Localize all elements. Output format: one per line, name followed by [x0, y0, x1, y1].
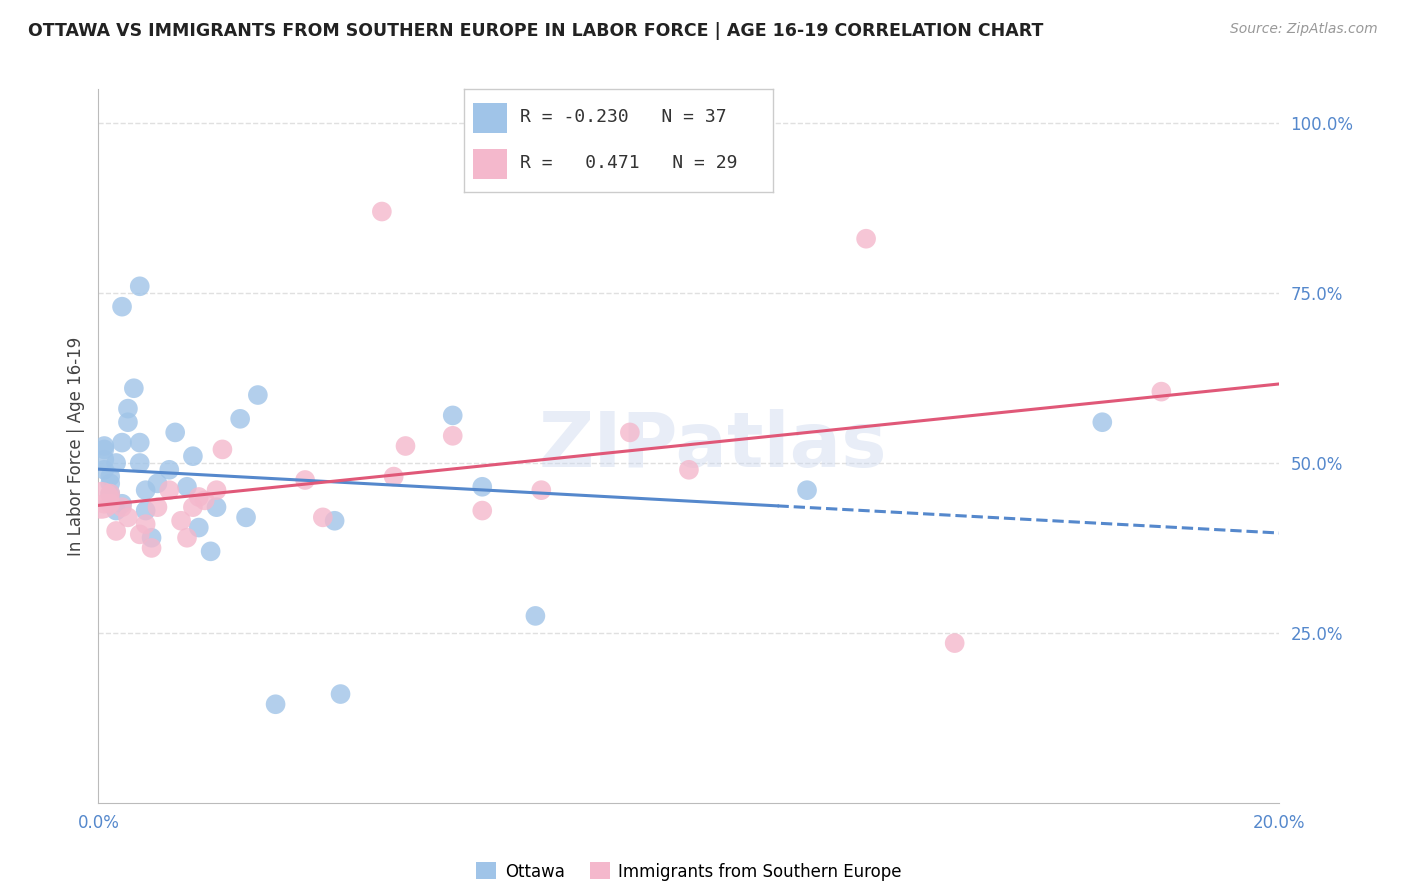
Point	[441, 429, 464, 443]
Point	[98, 486, 121, 500]
Point	[135, 483, 157, 498]
Text: R =   0.471   N = 29: R = 0.471 N = 29	[520, 154, 737, 172]
Point	[176, 480, 198, 494]
Point	[111, 500, 134, 515]
FancyBboxPatch shape	[474, 149, 508, 179]
Point	[471, 480, 494, 494]
Point	[176, 531, 198, 545]
Point	[98, 486, 121, 500]
Point	[441, 409, 464, 423]
Point	[619, 425, 641, 440]
Y-axis label: In Labor Force | Age 16-19: In Labor Force | Age 16-19	[66, 336, 84, 556]
Point	[200, 544, 222, 558]
FancyBboxPatch shape	[474, 103, 508, 133]
Point	[471, 503, 494, 517]
Point	[93, 497, 115, 511]
Point	[117, 415, 139, 429]
Point	[135, 517, 157, 532]
Point	[312, 510, 335, 524]
Point	[194, 493, 217, 508]
Point	[294, 473, 316, 487]
Point	[157, 463, 180, 477]
Point	[141, 541, 163, 555]
Point	[93, 442, 115, 457]
Point	[1150, 384, 1173, 399]
Point	[246, 388, 269, 402]
Point	[117, 510, 139, 524]
Point	[678, 463, 700, 477]
Point	[530, 483, 553, 498]
Text: OTTAWA VS IMMIGRANTS FROM SOUTHERN EUROPE IN LABOR FORCE | AGE 16-19 CORRELATION: OTTAWA VS IMMIGRANTS FROM SOUTHERN EUROP…	[28, 22, 1043, 40]
Legend: Ottawa, Immigrants from Southern Europe: Ottawa, Immigrants from Southern Europe	[470, 855, 908, 888]
Point	[122, 381, 145, 395]
Point	[117, 401, 139, 416]
Point	[382, 469, 405, 483]
Point	[105, 524, 128, 538]
Point	[329, 687, 352, 701]
Point	[111, 435, 134, 450]
Point	[855, 232, 877, 246]
Point	[146, 476, 169, 491]
Point	[323, 514, 346, 528]
Point	[796, 483, 818, 498]
Point	[264, 698, 287, 712]
Point	[93, 439, 115, 453]
Point	[93, 452, 115, 467]
Point	[90, 493, 112, 508]
Point	[394, 439, 416, 453]
Point	[181, 449, 204, 463]
Point	[98, 469, 121, 483]
Point	[105, 456, 128, 470]
Point	[105, 503, 128, 517]
Point	[211, 442, 233, 457]
Point	[1091, 415, 1114, 429]
Point	[111, 300, 134, 314]
Point	[98, 476, 121, 491]
Text: R = -0.230   N = 37: R = -0.230 N = 37	[520, 108, 727, 126]
Text: ZIPatlas: ZIPatlas	[538, 409, 887, 483]
Point	[128, 435, 150, 450]
Point	[235, 510, 257, 524]
Point	[205, 500, 228, 515]
Point	[128, 527, 150, 541]
Point	[165, 425, 187, 440]
Point	[943, 636, 966, 650]
Text: Source: ZipAtlas.com: Source: ZipAtlas.com	[1230, 22, 1378, 37]
Point	[135, 503, 157, 517]
Point	[157, 483, 180, 498]
Point	[170, 514, 193, 528]
Point	[111, 497, 134, 511]
Point	[93, 463, 115, 477]
Point	[146, 500, 169, 515]
Point	[128, 456, 150, 470]
Point	[205, 483, 228, 498]
Point	[128, 279, 150, 293]
Point	[181, 500, 204, 515]
Point	[371, 204, 394, 219]
Point	[98, 497, 121, 511]
Point	[187, 520, 209, 534]
Point	[524, 608, 547, 623]
Point	[141, 531, 163, 545]
Point	[229, 412, 252, 426]
Point	[187, 490, 209, 504]
